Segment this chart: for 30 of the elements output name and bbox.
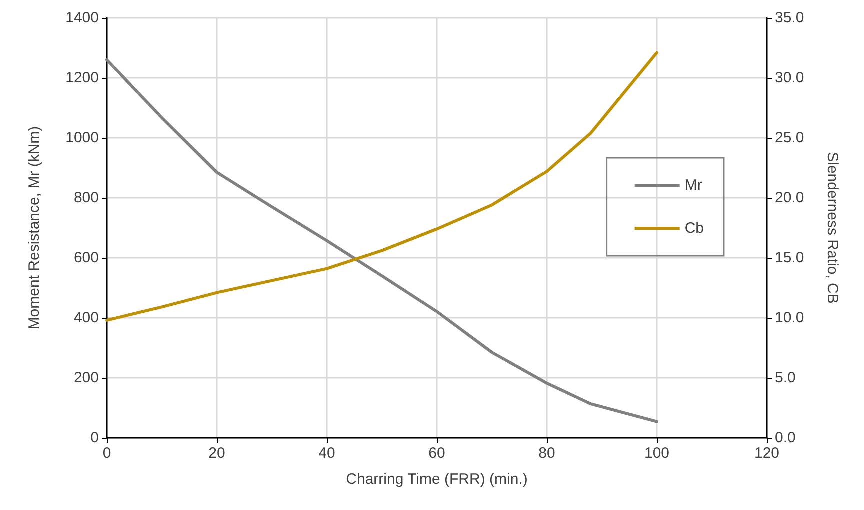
y2-tick-label: 10.0 [775, 310, 804, 326]
y2-tick-label: 0.0 [775, 430, 796, 446]
x-tick-label: 100 [644, 445, 670, 462]
y-tick-label: 0 [90, 430, 99, 446]
x-tick-label: 40 [318, 445, 336, 462]
y2-tick-label: 15.0 [775, 250, 804, 266]
x-axis-title: Charring Time (FRR) (min.) [346, 471, 528, 488]
y-axis-title: Moment Resistance, Mr (kNm) [26, 126, 43, 330]
legend-label: Cb [684, 220, 704, 237]
x-tick-label: 120 [754, 445, 780, 462]
x-tick-label: 20 [208, 445, 226, 462]
y-tick-label: 1200 [66, 70, 99, 86]
x-tick-label: 0 [102, 445, 112, 462]
x-tick-label: 60 [428, 445, 446, 462]
y2-tick-label: 5.0 [775, 370, 796, 386]
y-tick-label: 400 [74, 310, 99, 326]
legend-label: Mr [684, 177, 702, 194]
line-series [106, 51, 658, 322]
y2-tick-label: 35.0 [775, 10, 804, 26]
y-tick-label: 800 [74, 190, 99, 206]
y2-axis-title: Slenderness Ratio, CB [824, 152, 841, 304]
y2-tick-label: 25.0 [775, 130, 804, 146]
line-series [106, 58, 658, 424]
y2-tick-label: 20.0 [775, 190, 804, 206]
y-tick-label: 1400 [66, 10, 99, 26]
y-tick-label: 1000 [66, 130, 99, 146]
y-tick-label: 200 [74, 370, 99, 386]
y-tick-label: 600 [74, 250, 99, 266]
x-tick-label: 80 [538, 445, 556, 462]
y2-tick-label: 30.0 [775, 70, 804, 86]
